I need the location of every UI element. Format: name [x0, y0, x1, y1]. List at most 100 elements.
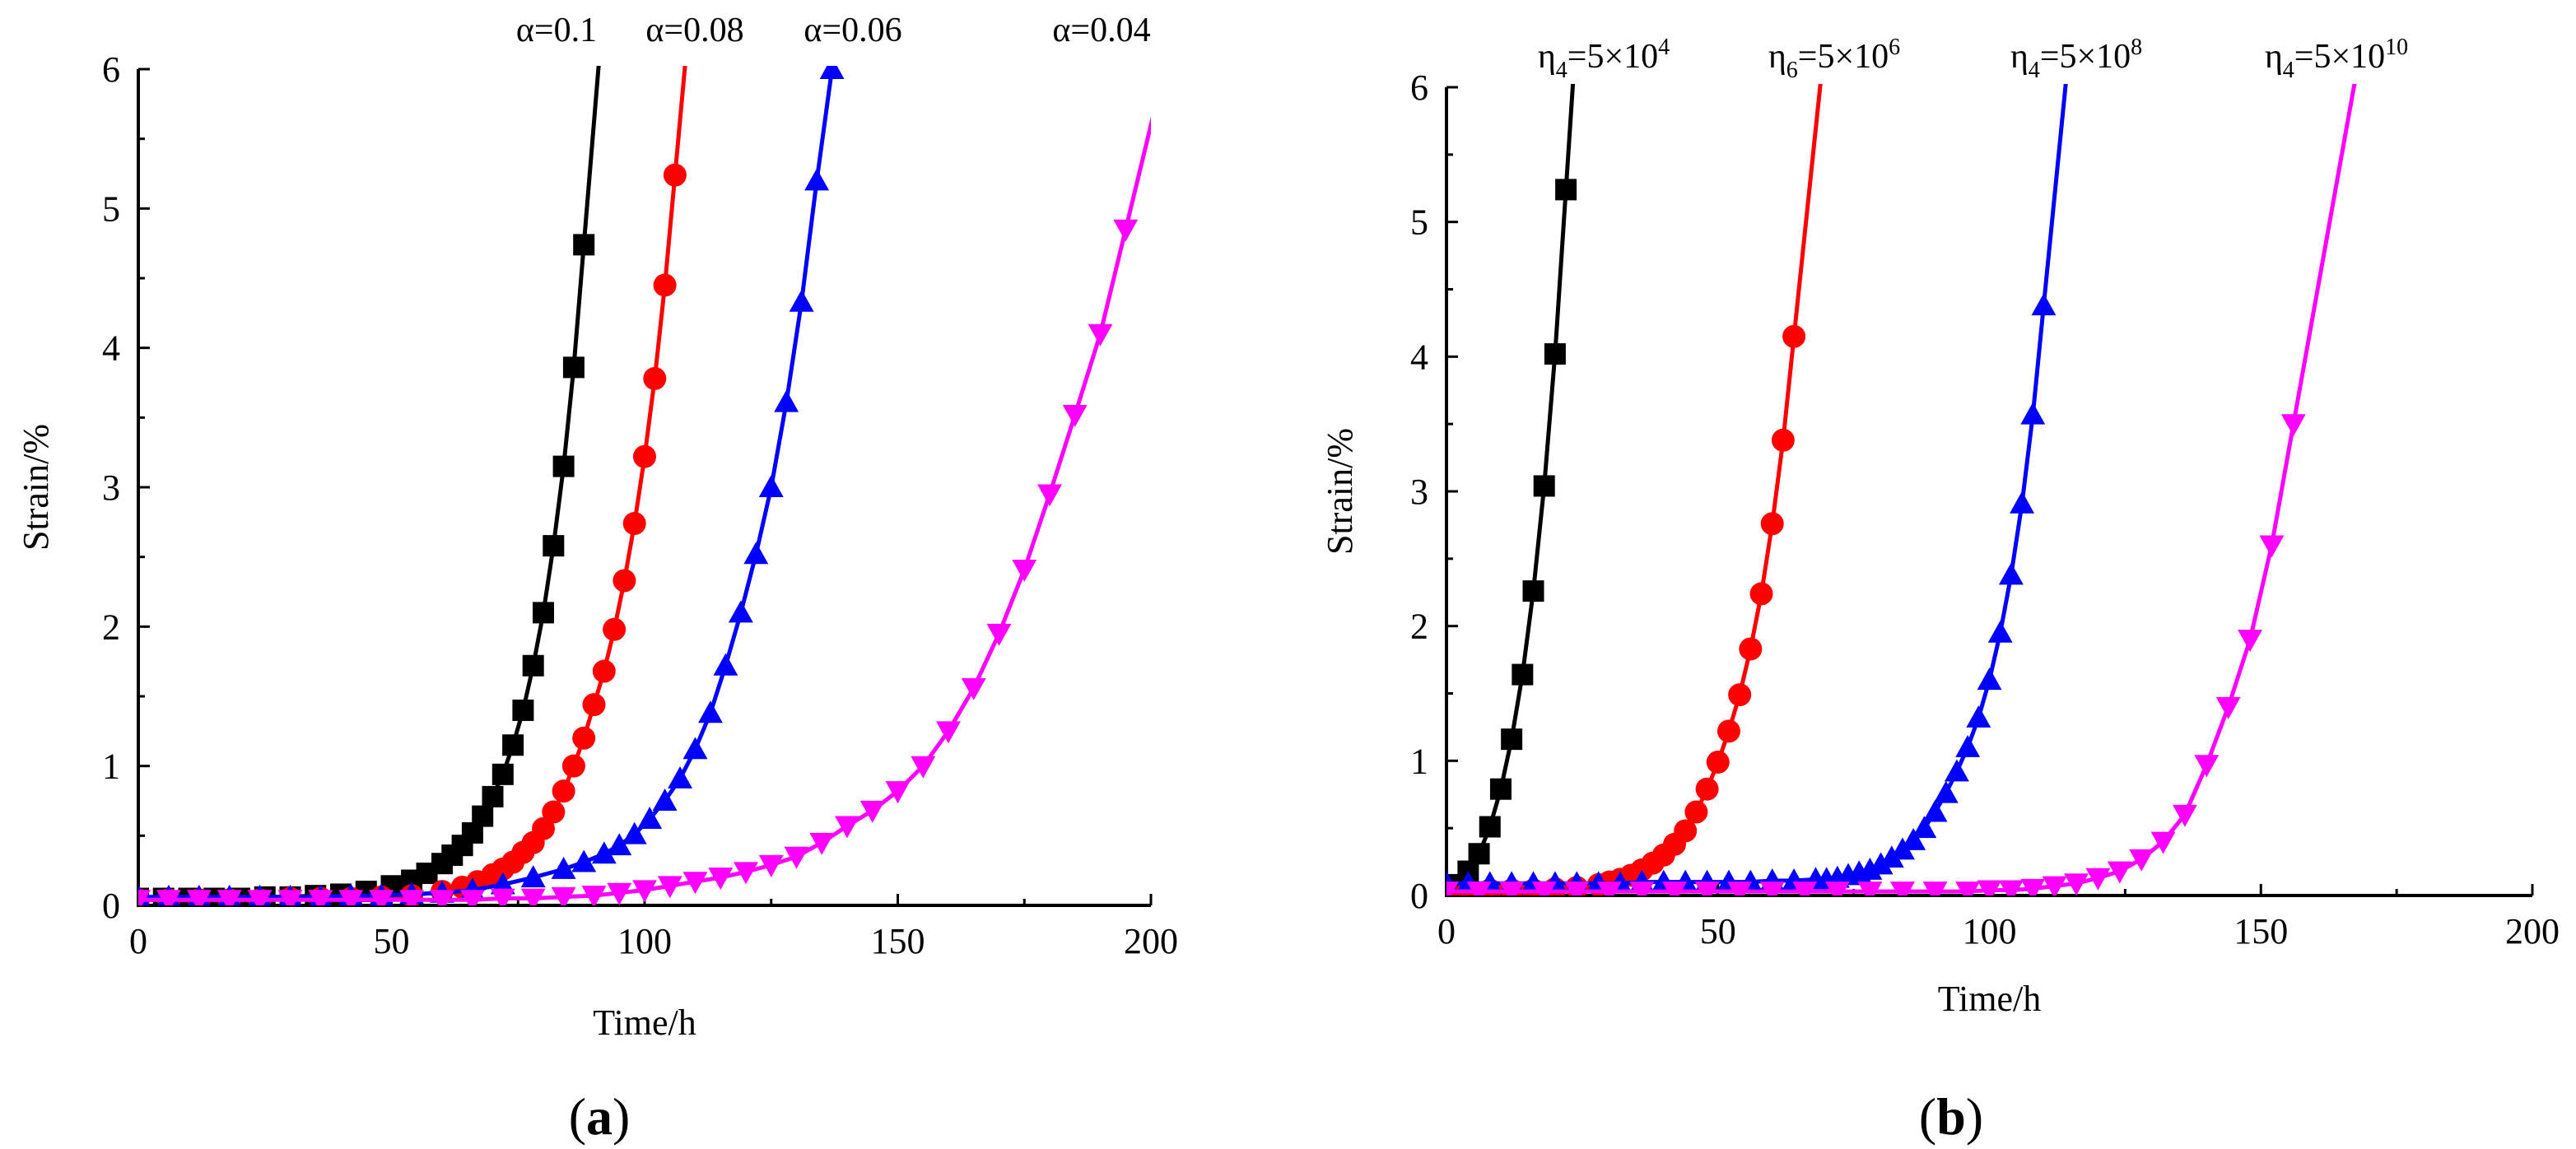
data-point: [1531, 882, 1557, 895]
data-point: [482, 785, 504, 807]
data-point: [1596, 882, 1622, 895]
data-point: [2031, 293, 2057, 316]
data-point: [1922, 882, 1948, 895]
series-label: α=0.08: [645, 12, 743, 49]
data-point: [522, 654, 544, 677]
data-point: [1771, 428, 1795, 452]
data-point: [532, 816, 555, 840]
series-0: [1446, 84, 1577, 895]
data-point: [1522, 580, 1544, 602]
data-point: [743, 542, 769, 565]
data-point: [758, 854, 784, 877]
data-point: [1868, 852, 1894, 875]
series-2: [1446, 84, 2068, 894]
data-point: [1782, 324, 1806, 348]
y-tick-label: 6: [102, 49, 120, 90]
data-point: [607, 833, 632, 856]
y-tick-label: 0: [1410, 876, 1428, 916]
data-point: [643, 366, 667, 390]
data-point: [698, 700, 723, 723]
data-point: [1912, 816, 1937, 839]
data-point: [1533, 475, 1555, 497]
data-point: [1955, 735, 1981, 757]
data-point: [1977, 880, 2002, 895]
y-tick-label: 2: [102, 607, 120, 647]
data-point: [708, 868, 734, 891]
data-point: [572, 726, 596, 750]
data-point: [2280, 414, 2306, 437]
x-tick-label: 150: [2234, 911, 2288, 951]
x-tick-label: 100: [617, 921, 672, 961]
data-point: [663, 163, 687, 187]
data-point: [1446, 882, 1459, 895]
y-tick-label: 5: [102, 188, 120, 229]
data-point: [2020, 402, 2046, 425]
data-point: [961, 677, 986, 700]
series-label: η6=5×106: [1768, 35, 1900, 83]
x-axis-label: Time/h: [593, 1002, 696, 1043]
data-point: [551, 857, 576, 879]
series-label: η4=5×108: [2010, 35, 2142, 83]
data-point: [1759, 882, 1785, 895]
data-point: [1501, 728, 1523, 751]
data-point: [562, 356, 585, 379]
series-line: [1446, 84, 1576, 891]
data-point: [2064, 873, 2089, 895]
data-point: [607, 882, 632, 905]
data-point: [859, 800, 885, 823]
data-point: [603, 617, 627, 641]
data-point: [1662, 882, 1687, 895]
data-point: [512, 699, 534, 721]
data-point: [1792, 882, 1818, 895]
data-point: [582, 693, 606, 717]
data-point: [459, 890, 485, 905]
data-point: [1998, 562, 2024, 585]
data-point: [657, 876, 682, 899]
data-point: [885, 781, 911, 804]
y-tick-label: 2: [1410, 607, 1428, 647]
data-point: [217, 890, 242, 905]
x-axis-label: Time/h: [1938, 979, 2042, 1019]
data-point: [533, 602, 554, 624]
data-point: [552, 779, 575, 803]
data-point: [789, 289, 814, 312]
data-point: [592, 659, 616, 683]
data-point: [1727, 882, 1753, 895]
x-tick-label: 0: [129, 921, 147, 961]
series-3: [1446, 84, 2357, 895]
x-tick-label: 0: [1437, 911, 1456, 951]
data-point: [668, 765, 692, 788]
data-point: [490, 888, 515, 905]
data-point: [1466, 882, 1492, 895]
x-tick-label: 200: [1124, 921, 1178, 961]
data-point: [1998, 880, 2024, 895]
series-1: [1446, 84, 1823, 895]
data-point: [2238, 630, 2263, 652]
data-point: [1694, 882, 1720, 895]
data-point: [1113, 219, 1139, 242]
data-point: [986, 623, 1012, 646]
data-point: [1717, 719, 1740, 743]
data-point: [591, 841, 617, 864]
data-point: [774, 389, 799, 412]
data-point: [809, 832, 835, 855]
data-point: [1739, 637, 1763, 661]
data-point: [581, 886, 607, 905]
data-point: [2259, 535, 2285, 558]
series-label: η4=5×104: [1538, 35, 1670, 83]
data-point: [430, 890, 454, 905]
data-point: [1987, 620, 2013, 643]
data-point: [156, 890, 181, 905]
data-point: [1890, 882, 1915, 895]
data-point: [399, 890, 425, 905]
x-tick-label: 100: [1963, 911, 2017, 951]
panel-label: (b): [1919, 1087, 1983, 1146]
series-0: [138, 66, 601, 905]
x-tick-label: 50: [374, 921, 410, 961]
y-tick-label: 0: [102, 886, 120, 926]
data-point: [652, 788, 678, 811]
data-point: [2172, 804, 2197, 827]
y-tick-label: 4: [102, 328, 120, 369]
y-tick-label: 4: [1410, 337, 1428, 377]
data-point: [622, 512, 646, 536]
